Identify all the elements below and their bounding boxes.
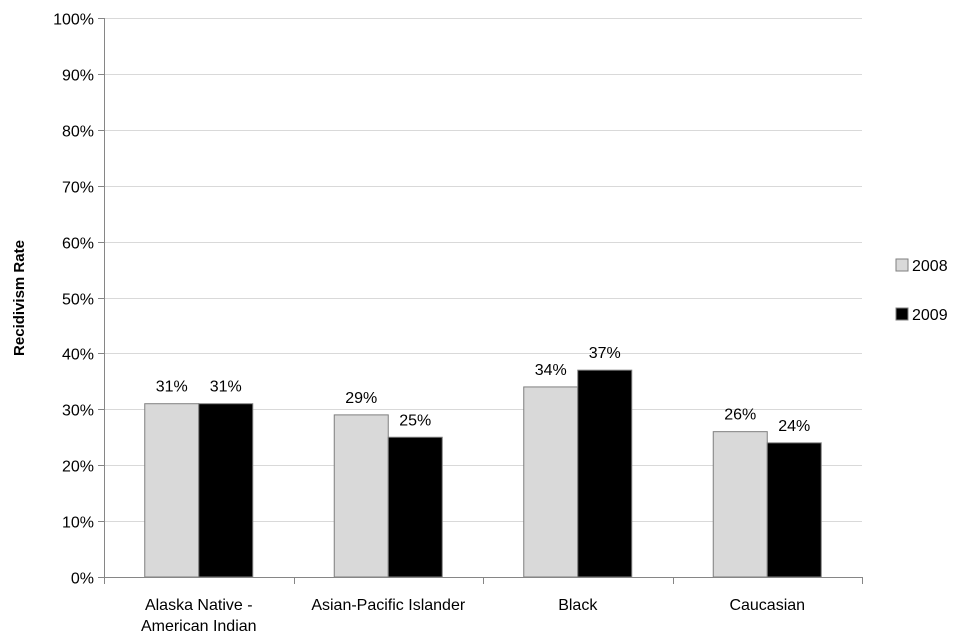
data-label: 34% <box>535 362 567 379</box>
x-category-label: Asian-Pacific Islander <box>311 597 466 614</box>
legend-swatch-2009 <box>895 307 909 321</box>
x-category-label: Caucasian <box>729 597 805 614</box>
x-category-label: American Indian <box>141 618 257 635</box>
data-labels: 31% 31% 29% 25% 34% 37% 26% 24% <box>156 345 811 435</box>
bar-2008 <box>712 431 768 578</box>
x-category-label: Alaska Native - <box>145 597 253 614</box>
y-tick-label: 60% <box>62 236 94 253</box>
data-label: 26% <box>724 407 756 424</box>
data-label: 37% <box>589 345 621 362</box>
data-label: 29% <box>345 390 377 407</box>
legend: 2008 2009 <box>895 258 948 324</box>
y-tick-label: 10% <box>62 515 94 532</box>
y-axis-title: Recidivism Rate <box>11 240 28 356</box>
y-tick-label: 40% <box>62 347 94 364</box>
y-tick-label: 70% <box>62 180 94 197</box>
bar-2009 <box>198 403 254 578</box>
legend-label: 2008 <box>912 258 948 275</box>
y-tick-label: 20% <box>62 459 94 476</box>
bar-2008 <box>144 403 200 578</box>
axes <box>98 18 863 584</box>
bar-2009 <box>577 369 633 578</box>
bar-2008 <box>333 414 389 578</box>
data-label: 31% <box>210 379 242 396</box>
y-tick-labels: 0% 10% 20% 30% 40% 50% 60% 70% 80% 90% 100% <box>53 12 94 588</box>
legend-label: 2009 <box>912 307 948 324</box>
bar-2009 <box>766 442 822 578</box>
y-tick-label: 30% <box>62 403 94 420</box>
bars <box>144 369 822 578</box>
bar-2008 <box>523 386 579 578</box>
x-category-label: Black <box>558 597 598 614</box>
bar-2009 <box>387 436 443 578</box>
y-tick-label: 80% <box>62 124 94 141</box>
x-category-labels: Alaska Native - American Indian Asian-Paci… <box>141 597 805 635</box>
y-tick-label: 0% <box>71 571 94 588</box>
data-label: 31% <box>156 379 188 396</box>
data-label: 24% <box>778 418 810 435</box>
y-tick-label: 50% <box>62 292 94 309</box>
data-label: 25% <box>399 412 431 429</box>
y-tick-label: 100% <box>53 12 94 29</box>
legend-swatch-2008 <box>895 258 909 272</box>
y-tick-label: 90% <box>62 68 94 85</box>
